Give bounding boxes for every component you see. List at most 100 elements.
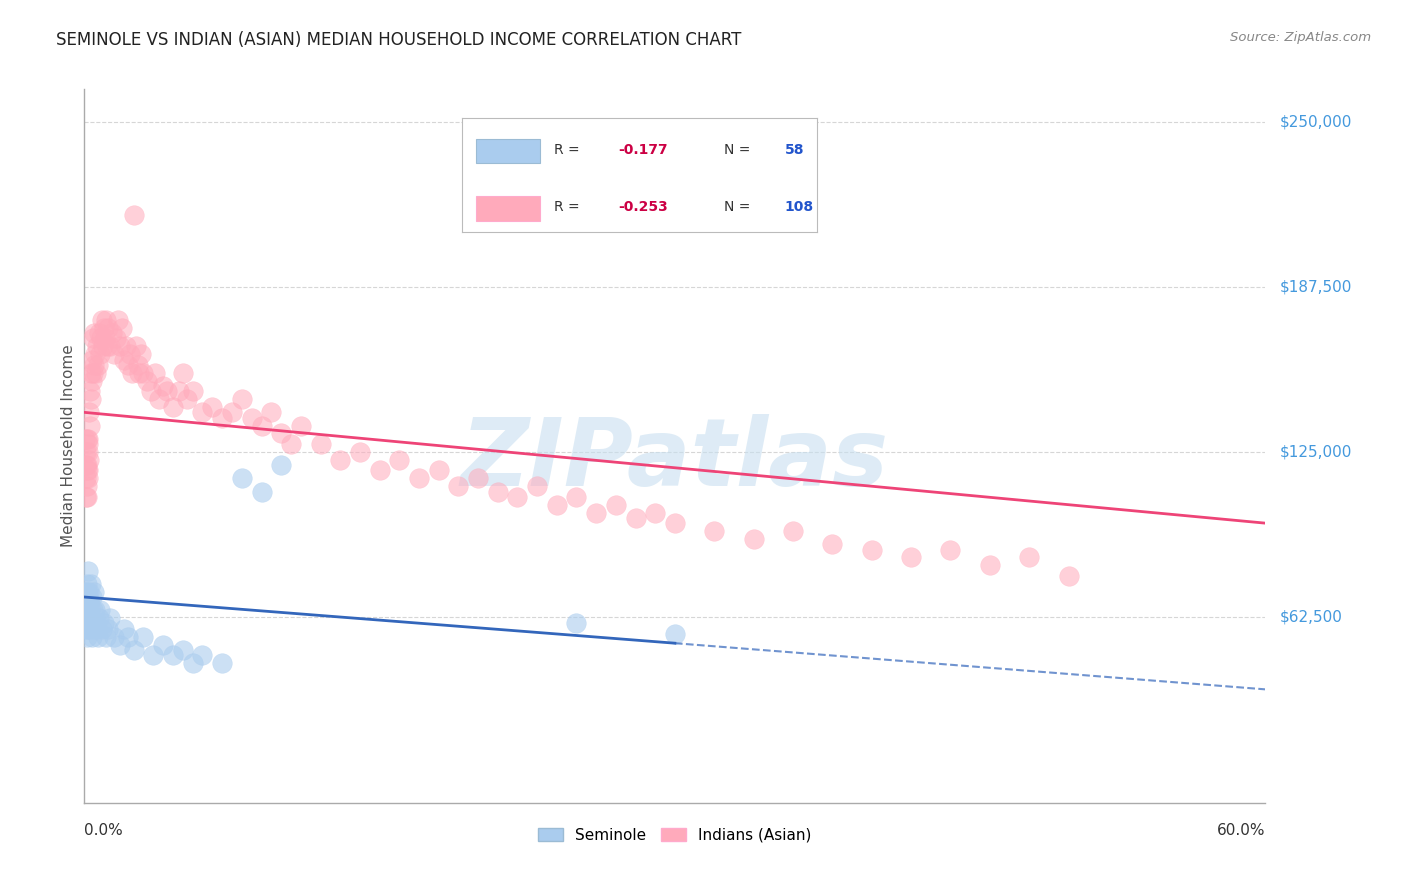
Point <box>240 410 263 425</box>
Point <box>167 384 190 399</box>
Point <box>447 479 470 493</box>
Point <box>84 616 107 631</box>
Point <box>181 656 204 670</box>
Text: -0.177: -0.177 <box>619 143 668 157</box>
Text: N =: N = <box>724 200 755 214</box>
Point <box>75 611 97 625</box>
Point <box>117 358 139 372</box>
Point <box>103 347 125 361</box>
Point <box>101 326 124 341</box>
Point <box>80 611 103 625</box>
Point <box>742 532 765 546</box>
Point <box>79 577 101 591</box>
Point <box>82 590 104 604</box>
Point <box>172 642 194 657</box>
Point <box>900 550 922 565</box>
Text: N =: N = <box>724 143 755 157</box>
Point <box>121 366 143 380</box>
Point <box>1018 550 1040 565</box>
Point <box>75 445 97 459</box>
Point <box>148 392 170 407</box>
Point <box>143 366 166 380</box>
Point <box>127 358 149 372</box>
Point <box>76 606 98 620</box>
Bar <box>477 196 540 220</box>
Text: $187,500: $187,500 <box>1279 279 1353 294</box>
Text: 0.0%: 0.0% <box>84 823 124 838</box>
Point <box>84 347 107 361</box>
Point <box>82 331 104 345</box>
Point <box>76 564 98 578</box>
Text: SEMINOLE VS INDIAN (ASIAN) MEDIAN HOUSEHOLD INCOME CORRELATION CHART: SEMINOLE VS INDIAN (ASIAN) MEDIAN HOUSEH… <box>56 31 741 49</box>
Point <box>176 392 198 407</box>
Point <box>112 622 135 636</box>
Point <box>108 638 131 652</box>
Point <box>221 405 243 419</box>
Point <box>128 366 150 380</box>
Point <box>309 437 332 451</box>
Point <box>83 584 105 599</box>
Point <box>821 537 844 551</box>
Point <box>76 458 98 472</box>
Point <box>76 479 98 493</box>
Point <box>76 577 98 591</box>
Point <box>132 366 155 380</box>
Point <box>117 630 139 644</box>
Point <box>156 384 179 399</box>
Point <box>191 648 214 662</box>
Point <box>77 445 100 459</box>
Point <box>89 347 111 361</box>
Point <box>87 358 110 372</box>
Point <box>132 630 155 644</box>
Bar <box>477 139 540 163</box>
Point <box>76 432 98 446</box>
Point <box>84 603 107 617</box>
Point <box>80 392 103 407</box>
Point <box>250 418 273 433</box>
Point <box>979 558 1001 573</box>
Point <box>76 616 98 631</box>
Point <box>94 331 117 345</box>
Text: R =: R = <box>554 200 585 214</box>
Point <box>80 374 103 388</box>
Point <box>76 630 98 644</box>
Point <box>349 445 371 459</box>
Point <box>77 590 100 604</box>
Point <box>152 379 174 393</box>
Point <box>280 437 302 451</box>
Point <box>664 627 686 641</box>
Point <box>136 374 159 388</box>
Point <box>75 603 97 617</box>
Point <box>782 524 804 538</box>
Point <box>77 463 100 477</box>
Text: 60.0%: 60.0% <box>1218 823 1265 838</box>
Point <box>86 339 108 353</box>
Point <box>124 339 146 353</box>
Point <box>87 326 110 341</box>
Point <box>83 358 105 372</box>
Point <box>75 490 97 504</box>
Point <box>290 418 312 433</box>
Point <box>83 622 105 636</box>
Point <box>104 331 127 345</box>
Text: $62,500: $62,500 <box>1279 609 1343 624</box>
Point <box>644 506 666 520</box>
Point <box>122 207 145 221</box>
Point <box>939 542 962 557</box>
Point <box>91 339 114 353</box>
Point <box>98 339 121 353</box>
Point <box>467 471 489 485</box>
Point <box>79 366 101 380</box>
Point <box>231 471 253 485</box>
Point <box>122 642 145 657</box>
Point <box>526 479 548 493</box>
Y-axis label: Median Household Income: Median Household Income <box>60 344 76 548</box>
Point <box>427 463 450 477</box>
Point <box>231 392 253 407</box>
Point <box>142 648 165 662</box>
Text: Source: ZipAtlas.com: Source: ZipAtlas.com <box>1230 31 1371 45</box>
Point <box>84 366 107 380</box>
Point <box>94 630 117 644</box>
Point <box>75 471 97 485</box>
Point <box>141 384 163 399</box>
